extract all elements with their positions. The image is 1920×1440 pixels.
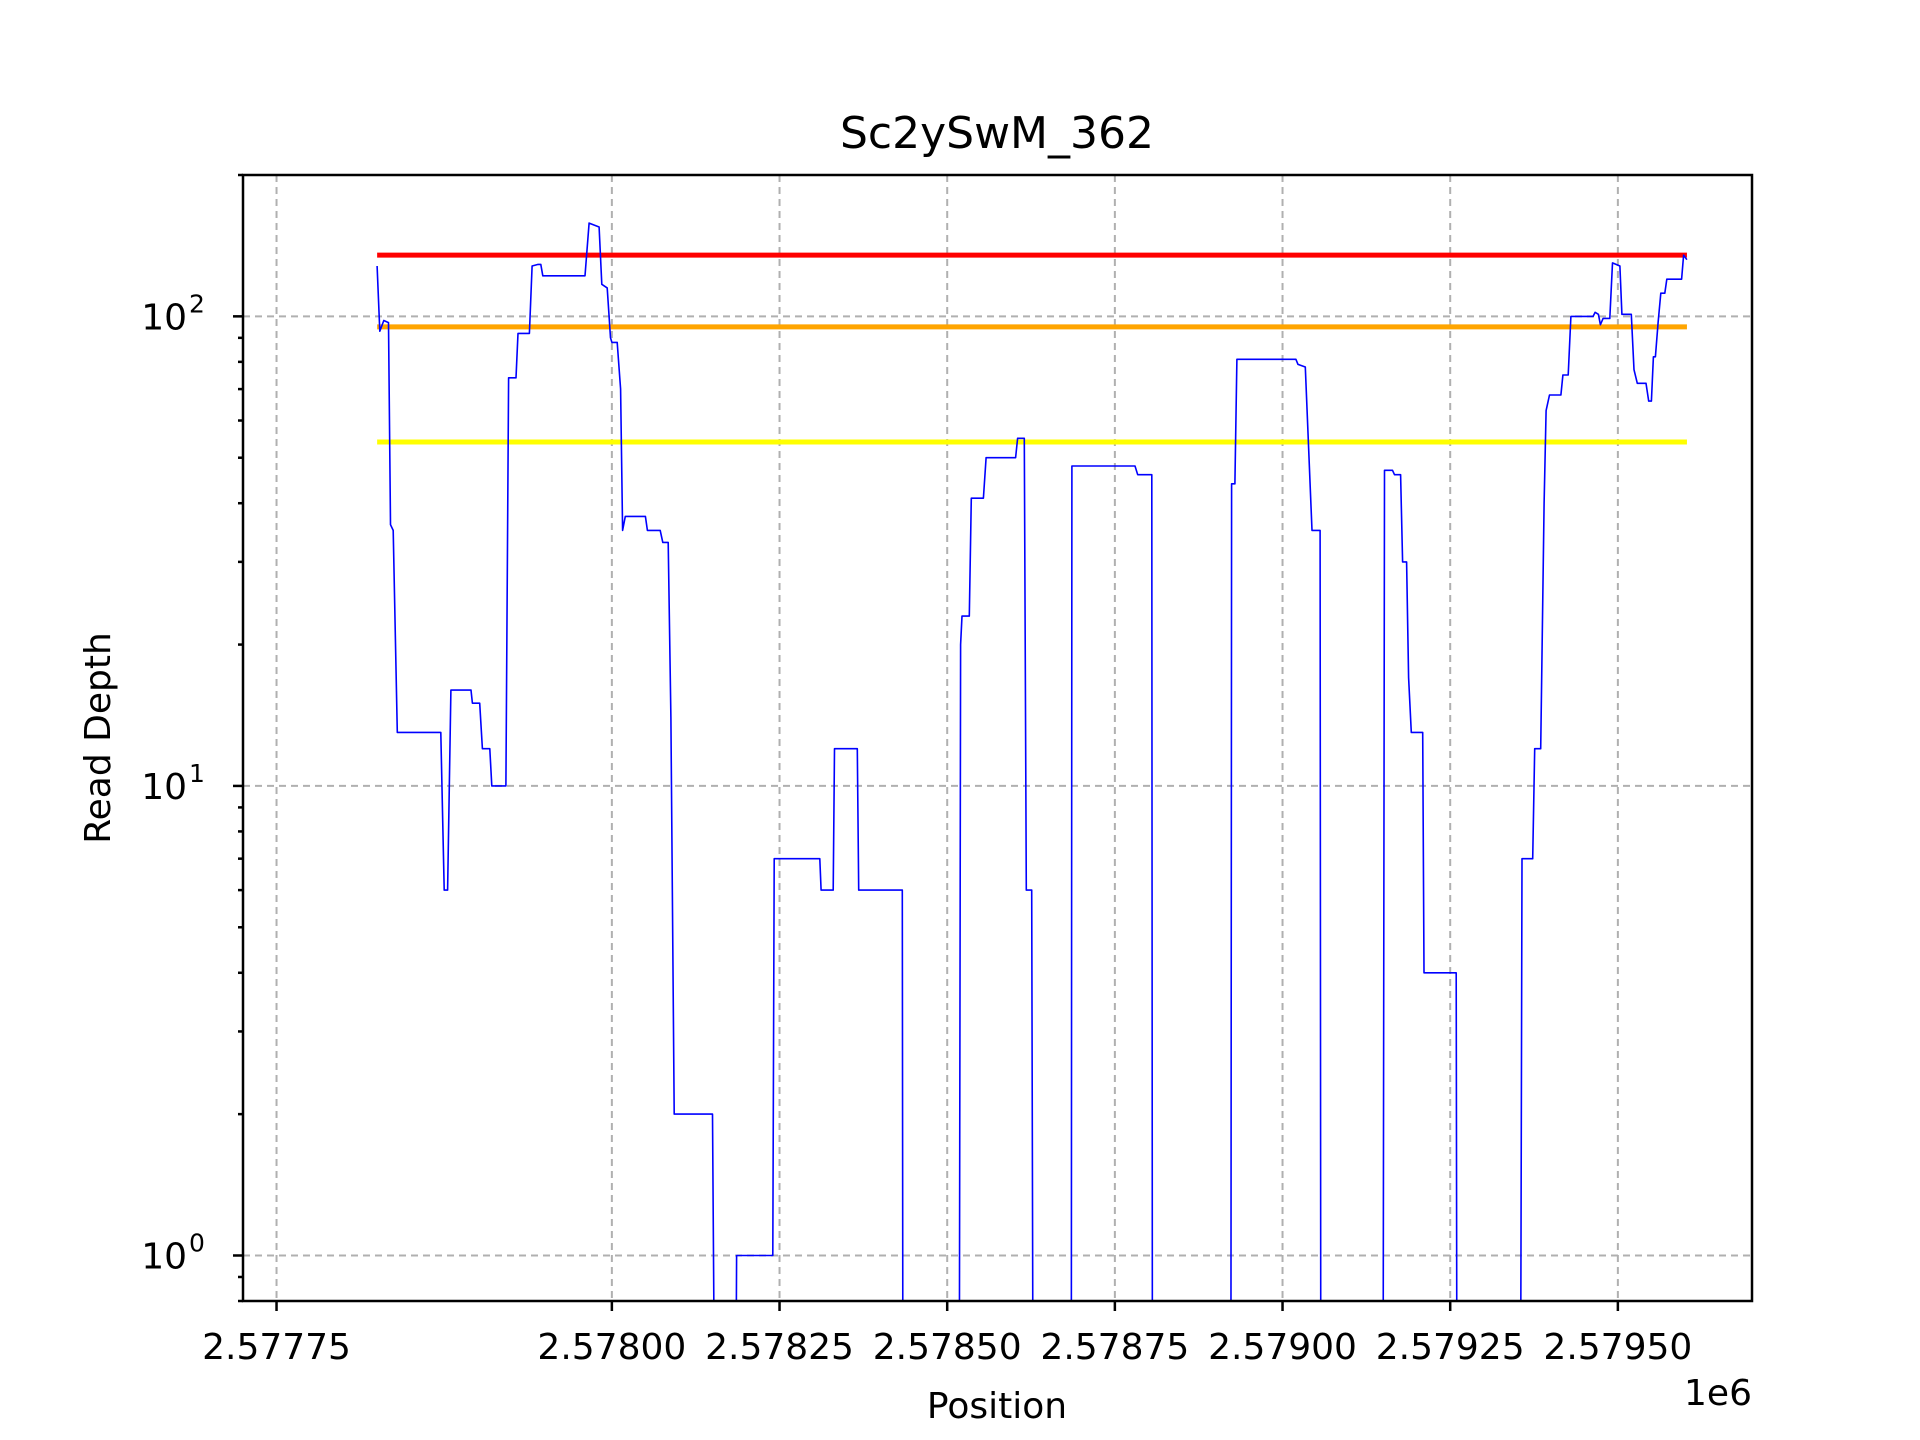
x-axis-offset-label: 1e6 [1684,1373,1752,1414]
depth-series [376,222,1688,1301]
y-tick-exponent: 2 [189,289,205,318]
y-tick-exponent: 0 [189,1228,205,1257]
y-tick-label: 10 [141,1236,187,1277]
depth-series-line [958,437,1034,1301]
y-tick-exponent: 1 [189,759,205,788]
depth-series-line [1230,358,1322,1301]
depth-series-line [735,747,904,1301]
y-tick-label: 10 [141,767,187,808]
x-tick-label: 2.57800 [537,1327,686,1368]
depth-series-line [1382,469,1458,1301]
depth-series-line [1070,465,1154,1301]
grid-lines [243,175,1752,1301]
x-tick-label: 2.57850 [873,1327,1022,1368]
x-tick-label: 2.57825 [705,1327,854,1368]
threshold-lines [377,252,1687,445]
x-tick-label: 2.57900 [1208,1327,1357,1368]
x-axis-ticks: 2.57775 2.57800 2.57825 2.57850 2.57875 2.579… [202,1301,1692,1368]
x-tick-label: 2.57950 [1543,1327,1692,1368]
x-axis-label: Position [927,1386,1067,1427]
y-tick-label: 10 [141,297,187,338]
depth-series-line [1520,254,1688,1301]
chart-title: Sc2ySwM_362 [840,108,1154,159]
x-tick-label: 2.57925 [1376,1327,1525,1368]
x-tick-label: 2.57875 [1040,1327,1189,1368]
x-tick-label: 2.57775 [202,1327,351,1368]
plot-frame [241,173,1754,1303]
y-axis-label: Read Depth [78,632,119,844]
depth-series-line [376,222,715,1301]
